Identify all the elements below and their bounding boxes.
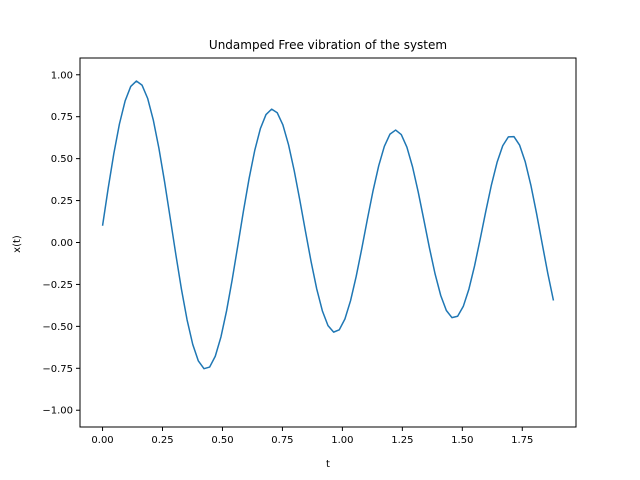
y-tick-label: −1.00 xyxy=(42,406,73,417)
y-tick-label: 0.00 xyxy=(51,238,73,249)
y-axis: −1.00 −0.75 −0.50 −0.25 0.00 0.25 0.50 0.75 1.00 xyxy=(42,70,80,417)
x-tick-label: 0.50 xyxy=(211,435,233,446)
series-line-0 xyxy=(101,80,555,370)
x-tick-label: 1.25 xyxy=(391,435,413,446)
x-tick-label: 0.75 xyxy=(271,435,293,446)
y-tick-label: 0.25 xyxy=(51,196,73,207)
x-tick-label: 1.75 xyxy=(511,435,533,446)
y-axis-label: x(t) xyxy=(12,235,23,253)
x-tick-label: 0.00 xyxy=(91,435,113,446)
y-tick-label: −0.50 xyxy=(42,322,73,333)
y-tick-label: −0.75 xyxy=(42,364,73,375)
y-tick-label: 0.50 xyxy=(51,154,73,165)
x-tick-label: 1.00 xyxy=(331,435,353,446)
y-tick-label: −0.25 xyxy=(42,280,73,291)
x-axis-label: t xyxy=(326,459,330,470)
y-tick-label: 1.00 xyxy=(51,70,73,81)
chart-title: Undamped Free vibration of the system xyxy=(209,38,447,52)
x-tick-label: 0.25 xyxy=(151,435,173,446)
x-tick-label: 1.50 xyxy=(451,435,473,446)
x-axis: 0.00 0.25 0.50 0.75 1.00 1.25 1.50 1.75 xyxy=(91,427,533,446)
y-tick-label: 0.75 xyxy=(51,112,73,123)
